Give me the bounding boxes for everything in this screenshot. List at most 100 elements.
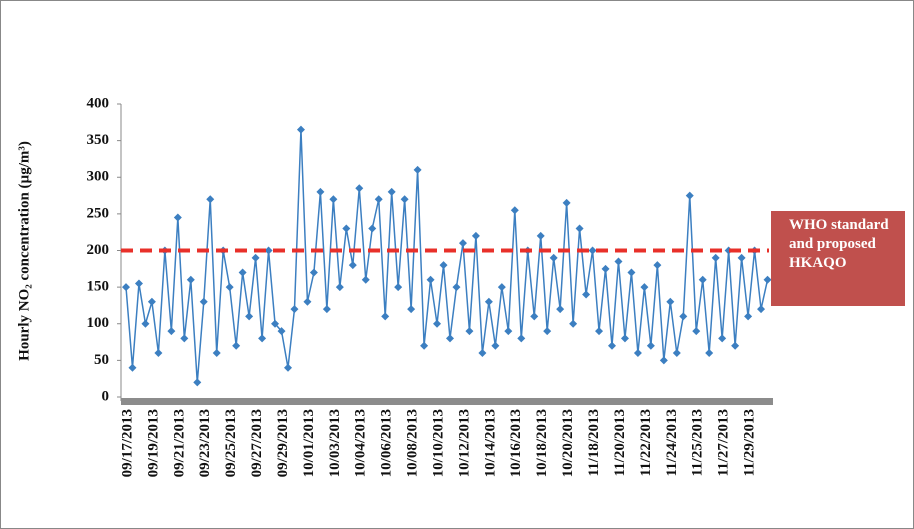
data-point — [407, 305, 416, 314]
x-tick-label: 11/24/2013 — [664, 409, 680, 477]
data-point — [536, 231, 545, 240]
data-point — [633, 349, 642, 358]
data-point — [640, 283, 649, 292]
x-tick-label: 09/21/2013 — [171, 409, 187, 477]
data-point — [212, 349, 221, 358]
data-point — [264, 246, 273, 255]
y-tick-label: 350 — [87, 132, 110, 148]
data-point — [258, 334, 267, 343]
data-point — [582, 290, 591, 299]
annotation: WHO standard and proposed HKAQO — [771, 211, 905, 306]
y-tick-label: 150 — [87, 279, 110, 295]
data-point — [543, 327, 552, 336]
data-point — [251, 253, 260, 262]
data-point — [309, 268, 318, 277]
data-point — [705, 349, 714, 358]
x-tick-label: 11/27/2013 — [716, 409, 732, 477]
x-tick-label: 10/12/2013 — [456, 409, 472, 477]
data-point — [458, 239, 467, 248]
data-line — [125, 129, 769, 383]
data-point — [128, 363, 137, 372]
data-point — [627, 268, 636, 277]
data-point — [595, 327, 604, 336]
data-point — [355, 184, 364, 193]
data-point — [232, 341, 241, 350]
data-point — [731, 341, 740, 350]
data-point — [465, 327, 474, 336]
y-tick-label: 250 — [87, 205, 110, 221]
data-point — [284, 363, 292, 372]
data-point — [439, 261, 448, 270]
data-point — [757, 305, 766, 314]
data-point — [186, 275, 195, 284]
y-tick-label: 0 — [102, 388, 110, 404]
y-tick-label: 300 — [87, 169, 110, 185]
data-point — [167, 327, 176, 336]
data-point — [199, 297, 208, 306]
x-tick-label: 09/23/2013 — [197, 409, 213, 477]
data-point — [173, 213, 182, 222]
x-tick-label: 09/25/2013 — [223, 409, 239, 477]
data-point — [569, 319, 578, 328]
data-point — [672, 349, 681, 358]
data-point — [329, 195, 338, 204]
data-point — [685, 191, 694, 200]
data-point — [646, 341, 655, 350]
data-point — [666, 297, 675, 306]
data-point — [601, 264, 610, 273]
x-tick-label: 11/22/2013 — [638, 409, 654, 477]
data-point — [245, 312, 254, 321]
data-point — [484, 297, 493, 306]
y-tick-label: 100 — [87, 315, 110, 331]
data-point — [471, 231, 480, 240]
data-point — [342, 224, 351, 233]
data-point — [711, 253, 720, 262]
data-point — [277, 327, 286, 336]
data-point — [394, 283, 403, 292]
y-tick-label: 50 — [94, 352, 109, 368]
x-tick-label: 11/20/2013 — [612, 409, 628, 477]
x-tick-label: 10/20/2013 — [560, 409, 576, 477]
data-point — [322, 305, 331, 314]
y-tick-label: 200 — [87, 242, 110, 258]
data-point — [420, 341, 429, 350]
x-axis — [121, 398, 773, 405]
data-point — [335, 283, 344, 292]
data-point — [387, 187, 396, 196]
data-point — [368, 224, 377, 233]
data-point — [659, 356, 668, 365]
data-point — [608, 341, 616, 350]
x-tick-label: 11/18/2013 — [586, 409, 602, 477]
data-point — [517, 334, 526, 343]
data-point — [134, 279, 143, 288]
data-point — [452, 283, 461, 292]
data-point — [744, 312, 753, 321]
data-point — [562, 198, 571, 207]
x-tick-label: 11/25/2013 — [690, 409, 706, 477]
data-point — [504, 327, 513, 336]
data-point — [497, 283, 506, 292]
data-point — [206, 195, 215, 204]
data-point — [620, 334, 629, 343]
data-point — [718, 334, 727, 343]
data-point — [478, 349, 487, 358]
x-tick-label: 10/14/2013 — [482, 409, 498, 477]
data-point — [614, 257, 623, 266]
data-point — [141, 319, 150, 328]
data-point — [374, 195, 383, 204]
x-tick-label: 10/03/2013 — [327, 409, 343, 477]
data-point — [679, 312, 688, 321]
data-point — [413, 165, 422, 174]
x-tick-label: 10/10/2013 — [430, 409, 446, 477]
data-point — [316, 187, 325, 196]
y-tick-label: 400 — [87, 95, 110, 111]
data-point — [549, 253, 558, 262]
x-tick-label: 10/16/2013 — [508, 409, 524, 477]
data-point — [225, 283, 234, 292]
y-axis-label: Hourly NO₂ concentration (µg/m³) — [16, 141, 32, 361]
data-point — [271, 319, 280, 328]
data-point — [193, 378, 202, 387]
data-point — [763, 275, 772, 284]
